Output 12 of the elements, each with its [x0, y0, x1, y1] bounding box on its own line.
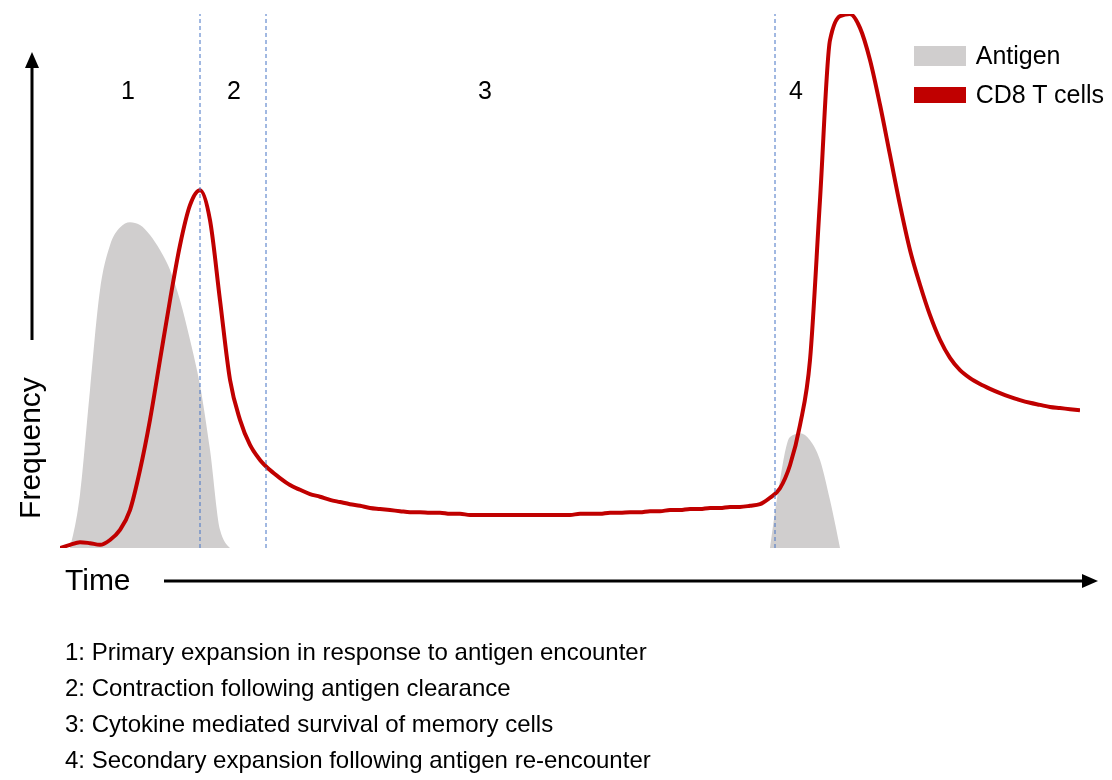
text: 2: Contraction following antigen clearance: [65, 673, 512, 703]
annotation: 3: [478, 76, 492, 105]
text: 3: Cytokine mediated survival of memory cells: [65, 709, 555, 739]
annotation: 2: [227, 76, 241, 105]
text: 4: Secondary expansion following antigen re-encounter: [65, 745, 651, 775]
annotation: 4: [789, 76, 803, 105]
x-axis-title: Time: [65, 563, 131, 597]
legend-label: Antigen: [975, 40, 1061, 71]
text: 1: Primary expansion in response to antigen encounter: [65, 637, 648, 667]
y-axis-title: Frequency: [13, 377, 47, 519]
legend-label: CD8 T cells: [975, 79, 1104, 110]
annotation: 1: [121, 76, 135, 105]
